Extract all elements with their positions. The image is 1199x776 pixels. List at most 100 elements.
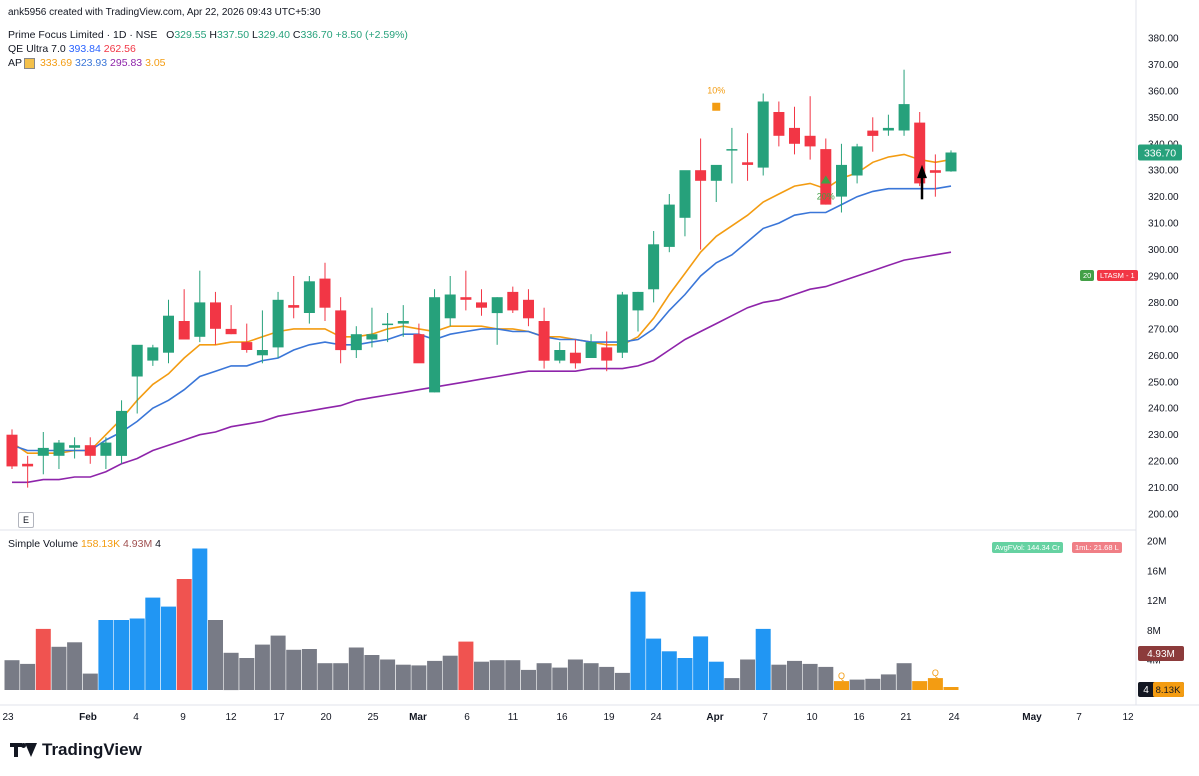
- candle-body: [601, 347, 613, 361]
- candle-body: [397, 321, 409, 324]
- price-tick-label: 260.00: [1148, 351, 1179, 362]
- price-tick-label: 320.00: [1148, 192, 1179, 203]
- indicator-ap-row: AP 333.69 323.93 295.83 3.05: [8, 57, 166, 69]
- time-axis-label: 16: [556, 712, 568, 723]
- candle-body: [836, 164, 847, 197]
- arrow-up-icon: [917, 164, 927, 179]
- volume-bar: [896, 663, 912, 690]
- candle-body: [413, 334, 425, 364]
- symbol-title[interactable]: Prime Focus Limited · 1D · NSE: [8, 29, 158, 41]
- volume-bar: [380, 659, 396, 690]
- candle-body: [554, 350, 566, 361]
- volume-bar: [223, 652, 239, 691]
- badge-avgvol: AvgFVol: 144.34 Cr: [992, 542, 1063, 553]
- time-axis-label: 11: [508, 712, 519, 723]
- volume-bar: [614, 672, 630, 690]
- volume-bar: [724, 678, 740, 690]
- indicator-ap-v1: 333.69: [39, 57, 73, 69]
- volume-count-label: 4: [1143, 685, 1149, 696]
- volume-q-marker: Q: [838, 671, 845, 681]
- candle-body: [53, 442, 65, 456]
- volume-bar: [474, 661, 489, 690]
- candle-body: [695, 170, 707, 181]
- volume-value-1: 158.13K: [80, 538, 121, 550]
- volume-bar: [630, 591, 646, 690]
- volume-bar: [708, 661, 724, 690]
- price-tick-label: 370.00: [1148, 60, 1179, 71]
- ohlc-o-label: O: [166, 29, 175, 41]
- volume-header-row: Simple Volume 158.13K 4.93M 4: [8, 538, 161, 550]
- candle-body: [6, 434, 18, 467]
- time-axis-label: 24: [650, 712, 662, 723]
- volume-bar: [755, 628, 771, 690]
- candle-body: [429, 297, 441, 393]
- indicator-qe-row: QE Ultra 7.0 393.84 262.56: [8, 43, 136, 55]
- badge-1ml: 1mL: 21.68 L: [1072, 542, 1122, 553]
- volume-bar: [254, 644, 270, 690]
- volume-bar: [834, 681, 849, 690]
- volume-bar: [521, 669, 536, 690]
- volume-bar: [145, 597, 161, 690]
- candle-body: [882, 127, 894, 131]
- e-label-button[interactable]: E: [18, 512, 34, 528]
- volume-bar: [536, 663, 552, 690]
- price-tick-label: 220.00: [1148, 457, 1179, 468]
- candle-body: [710, 164, 722, 181]
- candle-body: [538, 321, 550, 361]
- volume-bar: [458, 641, 474, 690]
- volume-bar: [849, 679, 865, 690]
- time-axis-label: 4: [133, 712, 139, 723]
- volume-bar: [505, 660, 521, 690]
- volume-tick-label: 16M: [1147, 566, 1166, 577]
- price-tick-label: 290.00: [1148, 272, 1179, 283]
- volume-bar: [661, 651, 677, 690]
- time-axis-label: 17: [273, 712, 285, 723]
- candle-body: [382, 323, 394, 326]
- indicator-ap-name[interactable]: AP: [8, 57, 23, 69]
- volume-bar: [82, 673, 98, 690]
- annotation-10pct: 10%: [707, 86, 725, 96]
- volume-bar: [427, 660, 443, 690]
- volume-q-marker: Q: [932, 668, 939, 678]
- volume-value-tag: [1138, 646, 1184, 661]
- volume-bar: [51, 646, 67, 690]
- volume-bar: [740, 659, 756, 690]
- annotation-20pct: 20%: [817, 192, 835, 202]
- candle-body: [335, 310, 347, 351]
- price-tick-label: 230.00: [1148, 430, 1179, 441]
- volume-avg-tag: [1153, 682, 1184, 697]
- volume-tick-label: 20M: [1147, 537, 1166, 548]
- volume-indicator-name[interactable]: Simple Volume: [8, 538, 79, 550]
- candle-body: [366, 334, 378, 340]
- candle-body: [116, 410, 127, 456]
- time-axis-label: 24: [948, 712, 960, 723]
- time-axis-label: 16: [853, 712, 865, 723]
- candle-body: [757, 101, 769, 168]
- tradingview-brand[interactable]: TradingView: [10, 740, 142, 760]
- volume-bar: [67, 642, 83, 690]
- volume-bar: [865, 678, 881, 690]
- candle-body: [632, 291, 644, 311]
- indicator-qe-name[interactable]: QE Ultra 7.0: [8, 43, 66, 55]
- candle-body: [523, 299, 534, 319]
- volume-value-label: 4.93M: [1147, 649, 1175, 660]
- time-axis-label: 9: [180, 712, 186, 723]
- ohlc-close: 336.70: [300, 29, 333, 41]
- volume-bar: [20, 663, 36, 690]
- ohlc-c-label: C: [292, 29, 301, 41]
- volume-bar: [442, 655, 458, 690]
- price-tick-label: 200.00: [1148, 510, 1179, 521]
- time-axis-label: May: [1022, 712, 1042, 723]
- volume-bar: [364, 655, 380, 690]
- candle-body: [194, 302, 206, 337]
- ohlc-low: 329.40: [257, 29, 290, 41]
- candle-body: [84, 445, 96, 456]
- indicator-ap-v2: 323.93: [74, 57, 108, 69]
- candle-body: [178, 321, 190, 340]
- candle-body: [131, 344, 143, 377]
- time-axis-label: 6: [464, 712, 470, 723]
- time-axis-label: 23: [2, 712, 14, 723]
- volume-tick-label: 8M: [1147, 626, 1161, 637]
- volume-bar: [98, 620, 114, 690]
